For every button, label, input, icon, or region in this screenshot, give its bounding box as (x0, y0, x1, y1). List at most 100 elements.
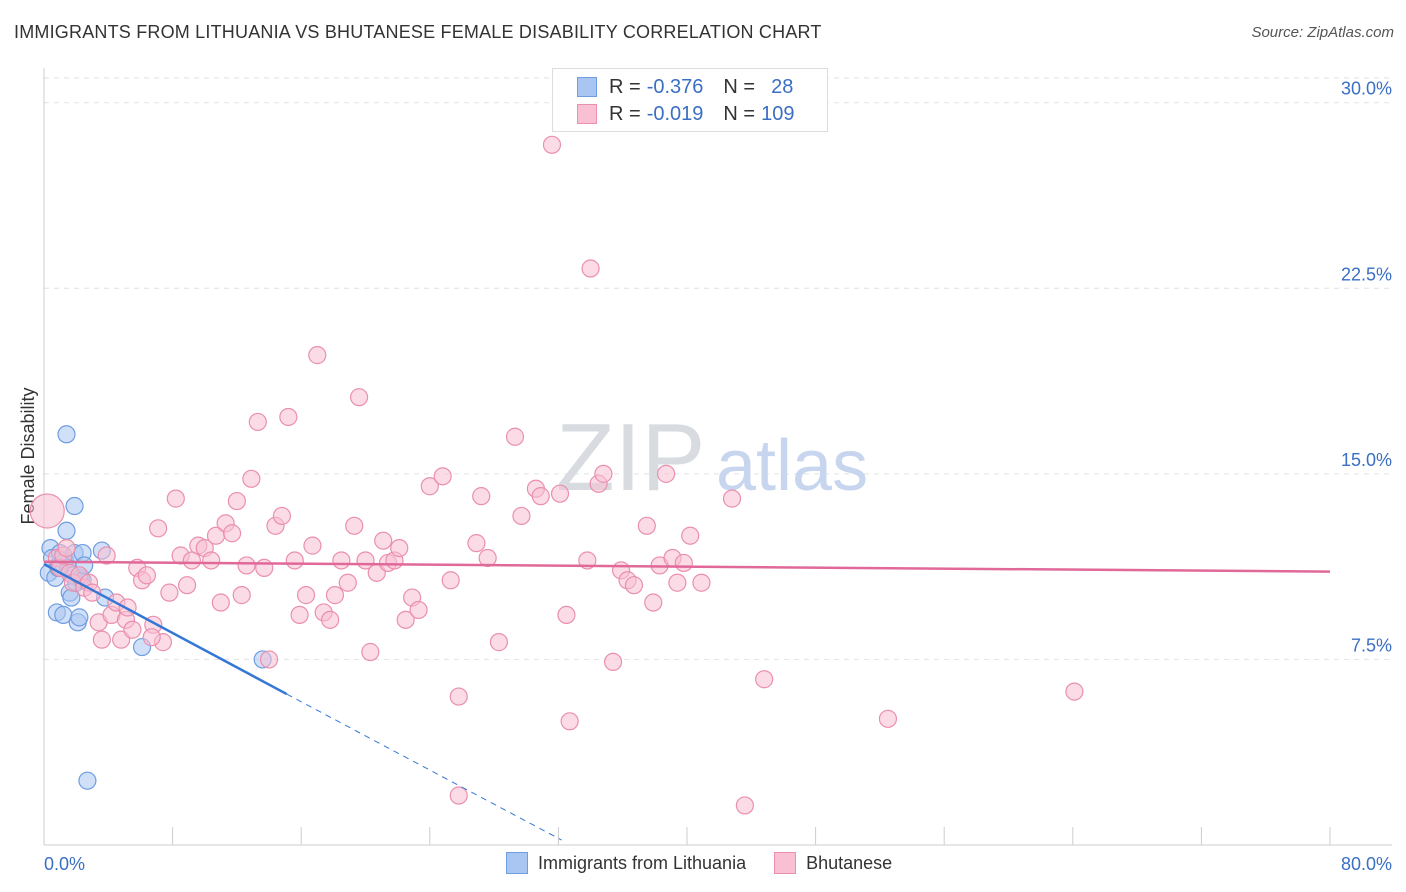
series-legend: Immigrants from Lithuania Bhutanese (506, 852, 920, 874)
point-bhutanese (449, 786, 468, 805)
trend-line-lithuania (43, 563, 288, 696)
legend-item-bhutanese[interactable]: Bhutanese (774, 852, 892, 874)
point-bhutanese (321, 610, 340, 629)
legend-swatch-bhutanese (774, 852, 797, 874)
point-bhutanese (668, 573, 687, 592)
point-bhutanese (560, 712, 579, 731)
x-tick-label-min: 0.0% (44, 854, 85, 874)
point-bhutanese (349, 388, 369, 407)
point-bhutanese (290, 605, 309, 625)
legend-n-value: 28 (771, 75, 794, 98)
trend-line-lithuania-extension (286, 693, 562, 841)
legend-r-label: R = (609, 75, 641, 98)
point-bhutanese (681, 526, 700, 545)
stats-legend: R = -0.376 N = 28 R = -0.019 N = 109 (552, 68, 828, 132)
point-bhutanese (557, 605, 576, 625)
point-bhutanese (637, 516, 656, 535)
point-bhutanese (361, 642, 380, 662)
legend-r-value: -0.019 (646, 102, 704, 125)
trend-line-bhutanese (43, 560, 1331, 573)
point-bhutanese (603, 652, 623, 672)
point-bhutanese (581, 259, 600, 278)
point-bhutanese (550, 484, 570, 503)
point-bhutanese (227, 491, 246, 511)
point-bhutanese (149, 519, 168, 538)
point-bhutanese (137, 566, 156, 585)
legend-swatch-lithuania (506, 852, 528, 874)
point-bhutanese (674, 553, 693, 573)
point-bhutanese (248, 412, 267, 432)
legend-row-lithuania: R = -0.376 N = 28 (577, 75, 793, 99)
point-bhutanese (735, 796, 754, 815)
legend-swatch-lithuania (577, 77, 597, 97)
legend-label-bhutanese: Bhutanese (806, 852, 893, 873)
point-bhutanese (29, 493, 65, 529)
legend-label-lithuania: Immigrants from Lithuania (538, 852, 747, 873)
point-bhutanese (594, 464, 613, 483)
legend-r-value: -0.376 (646, 75, 704, 98)
point-bhutanese (237, 556, 256, 575)
point-bhutanese (259, 650, 279, 669)
point-bhutanese (489, 633, 509, 652)
trend-lines (43, 560, 1331, 841)
y-tick-label: 30.0% (1341, 79, 1392, 99)
point-bhutanese (160, 583, 179, 602)
point-bhutanese (308, 346, 327, 365)
point-lithuania (70, 608, 89, 627)
point-lithuania (65, 496, 84, 516)
point-bhutanese (692, 573, 711, 592)
point-bhutanese (644, 593, 663, 612)
point-bhutanese (232, 586, 251, 605)
point-bhutanese (177, 576, 197, 595)
point-bhutanese (542, 135, 562, 154)
watermark-zip: ZIP (556, 404, 705, 511)
point-bhutanese (449, 687, 468, 706)
point-bhutanese (478, 548, 497, 568)
point-bhutanese (1065, 682, 1084, 701)
legend-swatch-bhutanese (577, 104, 597, 124)
point-bhutanese (657, 464, 676, 483)
point-bhutanese (409, 600, 428, 620)
source-label: Source: ZipAtlas.com (1251, 24, 1394, 41)
point-bhutanese (624, 576, 644, 595)
point-bhutanese (755, 670, 774, 689)
y-tick-label: 7.5% (1351, 635, 1392, 655)
point-bhutanese (531, 487, 550, 506)
point-bhutanese (296, 586, 316, 605)
point-bhutanese (272, 506, 292, 526)
legend-row-bhutanese: R = -0.019 N = 109 (577, 102, 794, 126)
legend-item-lithuania[interactable]: Immigrants from Lithuania (506, 852, 746, 874)
point-bhutanese (420, 477, 439, 496)
point-bhutanese (97, 546, 116, 565)
point-bhutanese (441, 571, 460, 590)
legend-n-value: 109 (761, 102, 795, 125)
point-bhutanese (467, 534, 486, 553)
point-bhutanese (396, 610, 415, 629)
point-bhutanese (345, 516, 364, 535)
point-bhutanese (211, 593, 230, 612)
point-bhutanese (92, 630, 111, 649)
legend-r-label: R = (609, 102, 641, 125)
y-tick-label: 15.0% (1341, 450, 1392, 470)
point-lithuania (57, 521, 76, 540)
point-bhutanese (374, 531, 393, 550)
point-bhutanese (433, 467, 452, 486)
y-tick-label: 22.5% (1341, 264, 1392, 284)
x-tick-label-max: 80.0% (1341, 854, 1392, 874)
x-tick-marks (172, 827, 1331, 845)
point-bhutanese (325, 586, 345, 605)
point-bhutanese (166, 489, 185, 508)
point-bhutanese (242, 469, 261, 488)
point-bhutanese (303, 536, 322, 555)
point-bhutanese (285, 551, 304, 570)
point-lithuania (57, 425, 76, 444)
point-bhutanese (57, 538, 76, 558)
point-bhutanese (722, 489, 742, 508)
point-bhutanese (512, 506, 531, 526)
point-bhutanese (332, 551, 351, 570)
watermark-atlas: atlas (716, 426, 868, 506)
point-bhutanese (123, 620, 142, 639)
chart-title: IMMIGRANTS FROM LITHUANIA VS BHUTANESE F… (14, 22, 822, 42)
point-bhutanese (338, 573, 357, 592)
